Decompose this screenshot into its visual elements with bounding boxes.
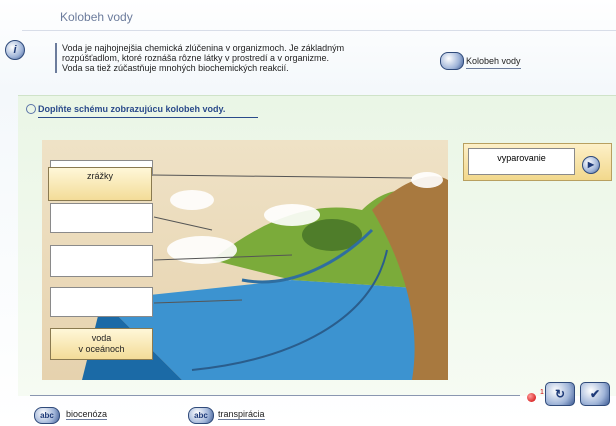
label-card[interactable]: voda v oceánoch <box>50 328 153 360</box>
label-line: voda <box>51 333 152 344</box>
link-icon[interactable] <box>440 52 464 70</box>
play-button[interactable]: ▶ <box>582 156 600 174</box>
term[interactable]: biocenóza <box>66 409 107 420</box>
info-icon[interactable]: i <box>5 40 25 60</box>
term-icon[interactable]: abc <box>188 407 214 424</box>
divider <box>22 30 616 31</box>
term[interactable]: transpirácia <box>218 409 265 420</box>
intro-line: Voda je najhojnejšia chemická zlúčenina … <box>62 43 392 53</box>
check-button[interactable]: ✔ <box>580 382 610 406</box>
intro-line: Voda sa tiež zúčastňuje mnohých biochemi… <box>62 63 392 73</box>
label-card[interactable]: zrážky <box>48 167 152 201</box>
bottom-line <box>30 395 520 396</box>
term-icon[interactable]: abc <box>34 407 60 424</box>
drop-slot[interactable] <box>50 203 153 233</box>
intro-line: rozpúšťadlom, ktoré roznáša rôzne látky … <box>62 53 392 63</box>
link[interactable]: Kolobeh vody <box>466 56 521 69</box>
hint-count: 1 <box>540 389 544 396</box>
bullet <box>26 104 36 114</box>
hint-dot <box>527 393 536 402</box>
answer-card[interactable]: vyparovanie <box>468 148 575 175</box>
task: Doplňte schému zobrazujúcu kolobeh vody. <box>38 104 258 118</box>
reset-button[interactable]: ↻ <box>545 382 575 406</box>
label-line: v oceánoch <box>51 344 152 355</box>
intro: Voda je najhojnejšia chemická zlúčenina … <box>55 43 392 73</box>
title: Kolobeh vody <box>60 10 133 24</box>
page: i Kolobeh vody Voda je najhojnejšia chem… <box>0 0 616 426</box>
drop-slot[interactable] <box>50 287 153 317</box>
drop-slot[interactable] <box>50 245 153 277</box>
